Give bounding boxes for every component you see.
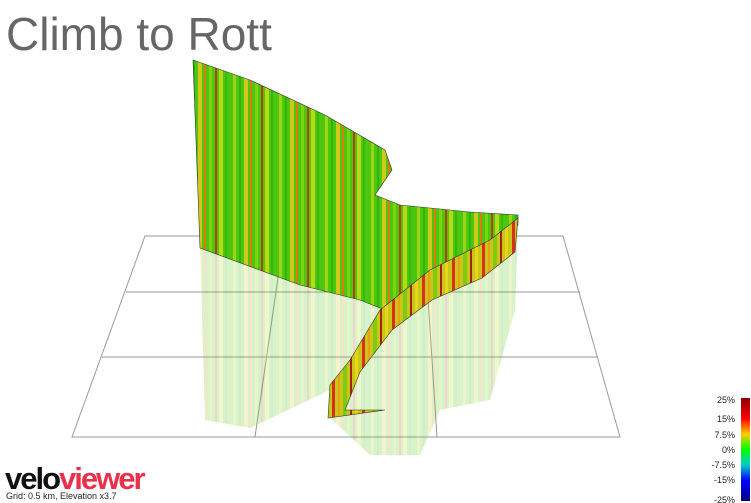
wall-upper [192, 59, 519, 311]
color-bar [741, 398, 750, 501]
wall-lower [327, 217, 519, 419]
legend-label: 15% [717, 414, 735, 424]
title: Climb to Rott [6, 8, 272, 60]
legend-label: 25% [717, 395, 735, 405]
logo-right: viewer [59, 461, 145, 496]
legend-label: -7.5% [711, 460, 735, 470]
legend-label: -25% [714, 495, 735, 503]
legend-label: -15% [714, 475, 735, 485]
legend: 25% 15% 7.5% 0% -7.5% -15% -25% [711, 395, 735, 503]
caption: Grid: 0.5 km, Elevation x3.7 [6, 491, 117, 501]
legend-label: 0% [722, 445, 735, 455]
logo: veloviewer [5, 461, 145, 496]
logo-left: velo [5, 461, 60, 496]
legend-label: 7.5% [714, 430, 735, 440]
